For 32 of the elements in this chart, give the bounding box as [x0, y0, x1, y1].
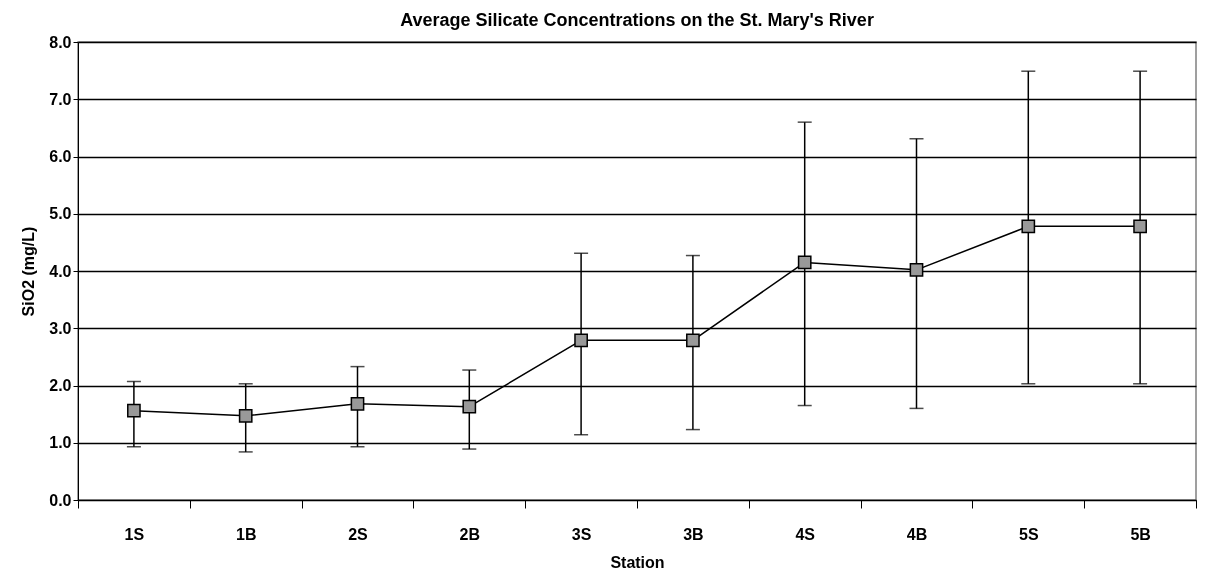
x-tick-label: 1B: [235, 525, 257, 543]
x-axis-title: Station: [610, 553, 665, 571]
y-tick-label: 7.0: [49, 90, 72, 108]
y-tick-label: 0.0: [49, 491, 72, 509]
x-tick-label: 3S: [571, 525, 592, 543]
point: [1021, 219, 1036, 234]
x-tick-label: 1S: [124, 525, 145, 543]
x-tick-label: 4B: [906, 525, 928, 543]
point: [1133, 219, 1147, 234]
point: [350, 396, 365, 411]
point: [574, 333, 588, 348]
chart-title: Average Silicate Concentrations on the St. Mary's River: [400, 10, 874, 30]
y-tick-label: 5.0: [49, 205, 72, 223]
x-tick-label: 2B: [459, 525, 481, 543]
y-tick-label: 1.0: [49, 434, 72, 452]
y-tick-label: 6.0: [49, 148, 72, 165]
x-tick-label: 3B: [683, 525, 704, 543]
y-tick-label: 3.0: [49, 319, 72, 337]
point: [686, 333, 700, 348]
y-axis-title: SiO2 (mg/L): [20, 226, 38, 317]
y-tick-label: 2.0: [49, 377, 72, 394]
point: [909, 262, 924, 277]
x-tick-label: 4S: [795, 525, 816, 543]
point: [462, 399, 477, 414]
y-tick-label: 8.0: [49, 33, 72, 51]
x-tick-label: 2S: [348, 525, 369, 543]
x-tick-label: 5S: [1019, 525, 1039, 543]
y-tick-label: 4.0: [49, 262, 72, 280]
point: [238, 408, 253, 423]
point: [127, 403, 141, 418]
x-tick-label: 5B: [1130, 525, 1151, 543]
point: [797, 255, 812, 270]
